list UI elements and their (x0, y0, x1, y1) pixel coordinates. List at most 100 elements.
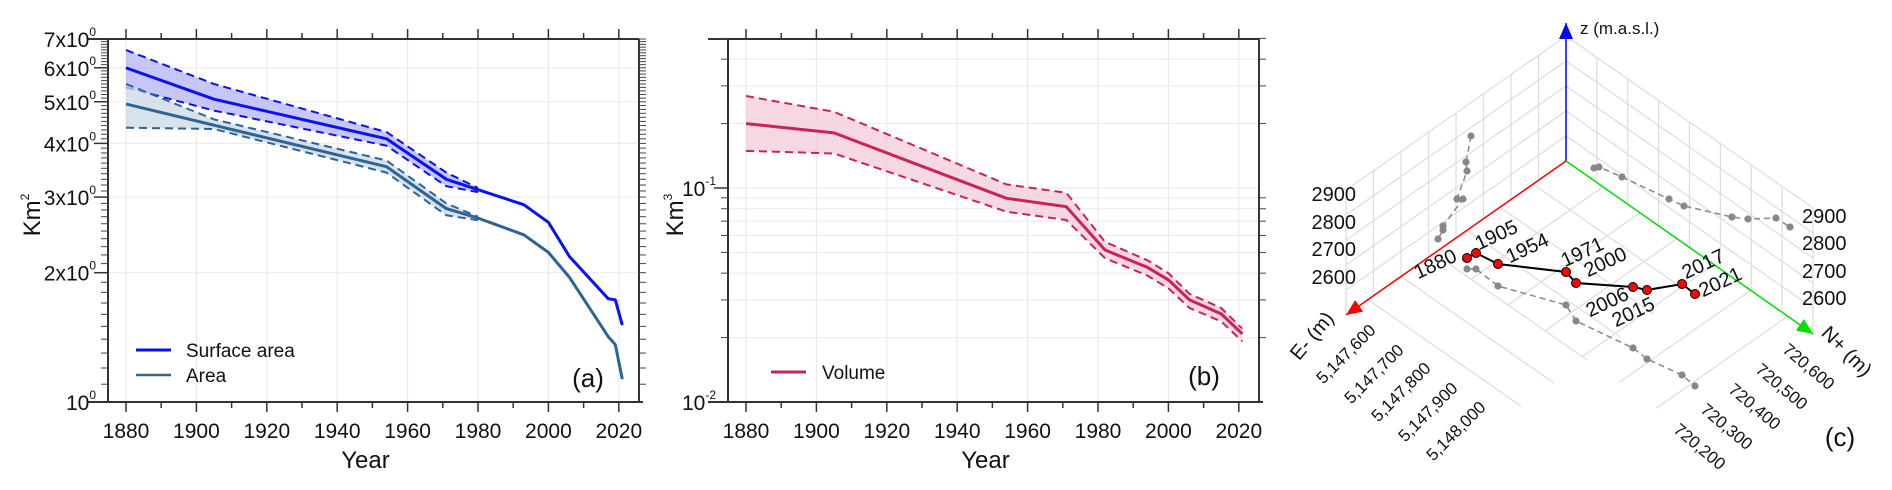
floor-grid-line (1581, 263, 1715, 358)
uncertainty-band-0 (746, 96, 1243, 342)
left-wall-projection-point (1463, 167, 1471, 175)
lower-bound-line-0 (125, 86, 479, 194)
y-tick-label: 100 (66, 388, 96, 415)
floor-projection-point (1643, 355, 1651, 363)
e-axis (1345, 160, 1567, 316)
z-tick-label-left: 2900 (1312, 184, 1357, 206)
right-wall-projection-point (1744, 215, 1752, 223)
floor-grid-line (1618, 289, 1752, 383)
trajectory-point (1571, 278, 1581, 288)
left-wall-grid-line (1345, 85, 1567, 241)
y-tick-label: 10-2 (682, 388, 716, 415)
y-tick-label-base: 5x10 (44, 92, 90, 115)
floor-grid-line (1466, 229, 1621, 338)
floor-projection-point (1494, 282, 1502, 290)
floor-grid-line (1367, 299, 1522, 407)
x-tick-label: 1920 (863, 420, 910, 443)
y-tick-label-base: 7x10 (44, 29, 90, 52)
panel-label-a: (a) (572, 363, 604, 393)
y-tick-label-exp: 0 (89, 183, 96, 197)
right-wall-projection-point (1680, 202, 1688, 210)
right-wall-projection-point (1772, 214, 1780, 222)
left-wall-projection-point (1459, 195, 1467, 203)
z-tick-label-right: 2800 (1802, 233, 1847, 255)
legend-label-area: Area (186, 366, 227, 387)
z-tick-label-left: 2800 (1312, 212, 1357, 234)
floor-projection-point (1472, 265, 1480, 273)
series-line-1 (125, 102, 624, 380)
n-axis-arrowhead-icon (1795, 319, 1813, 334)
upper-bound-line-0 (125, 49, 479, 189)
right-wall-projection-point (1728, 213, 1736, 221)
panel-b: 1880 1900 1920 1940 1960 1980 2000 202010-210-1… (661, 29, 1266, 474)
z-tick-label-right: 2700 (1802, 261, 1847, 283)
floor-grid-line (1400, 276, 1555, 384)
x-tick-label: 2020 (1215, 420, 1262, 443)
x-axis-label: Year (961, 447, 1010, 474)
series-line-0 (745, 122, 1244, 335)
y-tick-label-exp: 0 (89, 54, 96, 68)
y-tick-label: 5x100 (44, 88, 97, 115)
y-axis-label: Km2 (18, 193, 46, 236)
y-tick-label-base: 4x10 (44, 133, 90, 156)
floor-grid-line (1507, 212, 1641, 306)
x-tick-label: 1920 (243, 420, 290, 443)
left-wall-grid-line (1345, 110, 1567, 266)
floor-grid-line (1433, 252, 1588, 361)
lower-bound-line-0 (745, 149, 1243, 343)
z-tick-label-right: 2600 (1802, 288, 1847, 310)
z-axis-arrowhead-icon (1559, 23, 1573, 39)
floor-projection-point (1562, 301, 1570, 309)
x-tick-label: 1880 (103, 420, 150, 443)
y-axis-label-base: Km (19, 200, 46, 236)
y-axis-label: Km3 (661, 193, 689, 236)
x-tick-label: 1940 (934, 420, 981, 443)
x-tick-label: 2020 (595, 420, 642, 443)
floor-grid-line (1655, 315, 1789, 409)
floor-projection-point (1629, 344, 1637, 352)
floor-projection-point (1691, 382, 1699, 390)
y-tick-label-base: 3x10 (44, 187, 90, 210)
y-tick-label-exp: 0 (89, 129, 96, 143)
trajectory-point (1493, 259, 1503, 269)
uncertainty-band-0 (126, 50, 478, 193)
z-tick-label-left: 2700 (1312, 239, 1357, 261)
trajectory-point (1471, 248, 1481, 258)
floor-projection-point (1572, 317, 1580, 325)
lower-bound-line-1 (125, 126, 479, 222)
y-tick-label: 10-1 (682, 174, 716, 201)
left-wall-projection-point (1467, 132, 1475, 140)
floor-grid-line (1532, 183, 1687, 292)
x-tick-label: 1960 (384, 420, 431, 443)
right-wall-grid-line (1565, 135, 1814, 309)
left-wall-projection-point (1453, 195, 1461, 203)
upper-bound-line-0 (745, 95, 1244, 330)
x-tick-label: 1980 (455, 420, 502, 443)
floor-grid-line (1499, 206, 1654, 315)
panel-label-c: (c) (1825, 422, 1855, 452)
trajectory-point (1677, 279, 1687, 289)
y-tick-label: 4x100 (44, 129, 97, 156)
panel-label-b: (b) (1188, 361, 1220, 391)
right-wall-projection-point (1595, 163, 1603, 171)
z-axis-label: z (m.a.s.l.) (1580, 19, 1659, 38)
y-axis-label-exp: 2 (18, 193, 32, 200)
right-wall-grid-line (1565, 35, 1814, 209)
y-tick-label: 2x100 (44, 259, 97, 286)
y-tick-label: 3x100 (44, 183, 97, 210)
y-tick-label-exp: 0 (89, 88, 96, 102)
right-wall-projection-line (1593, 166, 1791, 228)
upper-bound-line-1 (125, 83, 479, 218)
floor-projection-point (1463, 265, 1471, 273)
trajectory-point (1642, 285, 1652, 295)
y-tick-label: 6x100 (44, 54, 97, 81)
trajectory-point (1628, 282, 1638, 292)
left-wall-grid-line (1345, 35, 1567, 191)
y-tick-label-exp: 0 (89, 259, 96, 273)
x-tick-label: 1980 (1075, 420, 1122, 443)
left-wall-projection-point (1434, 235, 1442, 243)
legend-label-volume: Volume (822, 363, 885, 384)
left-wall-projection-point (1462, 158, 1470, 166)
legend-label-surface-area: Surface area (186, 341, 295, 362)
